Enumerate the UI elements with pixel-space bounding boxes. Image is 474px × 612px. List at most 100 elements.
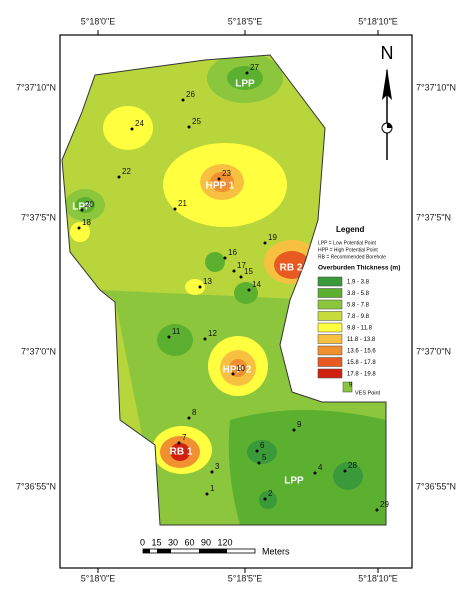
ves-label: 9 xyxy=(297,420,302,429)
lat-label: 7°36'55"N xyxy=(16,481,56,491)
lat-label: 7°37'10"N xyxy=(16,82,56,92)
ves-point xyxy=(181,98,185,102)
ves-point xyxy=(187,125,191,129)
ves-label: 11 xyxy=(172,327,181,336)
ves-point xyxy=(223,256,227,260)
legend-swatch xyxy=(317,299,343,310)
ves-point xyxy=(205,492,209,496)
legend-class: 9.8 - 11.8 xyxy=(347,326,373,332)
zone-label: LPP xyxy=(284,476,304,487)
ves-label: 18 xyxy=(82,218,91,227)
legend-class: 1.9 - 3.8 xyxy=(347,280,370,286)
ves-label: 13 xyxy=(203,277,212,286)
legend-swatch xyxy=(317,322,343,333)
ves-point xyxy=(177,441,181,445)
legend: Legend Overburden Thickness (m) 9 VES Po… xyxy=(317,225,400,396)
lon-label: 5°18'10"E xyxy=(358,16,398,26)
ves-point xyxy=(313,471,317,475)
ves-label: 20 xyxy=(85,200,94,209)
ves-label: 19 xyxy=(268,233,277,242)
ves-point xyxy=(263,241,267,245)
ves-label: 2 xyxy=(268,489,273,498)
legend-class: 7.8 - 9.8 xyxy=(347,314,370,320)
legend-swatch xyxy=(317,334,343,344)
legend-class: 5.8 - 7.8 xyxy=(347,303,370,309)
legend-ves-label: VES Point xyxy=(355,390,381,396)
ves-label: 17 xyxy=(237,261,246,270)
ves-label: 12 xyxy=(208,329,217,338)
ves-point xyxy=(255,449,259,453)
ves-point xyxy=(292,428,296,432)
ves-label: 1 xyxy=(210,484,215,493)
lon-label: 5°18'0"E xyxy=(81,573,116,583)
legend-note: LPP = Low Potential Point xyxy=(318,240,376,246)
legend-swatch xyxy=(317,368,343,379)
legend-class: 3.8 - 5.8 xyxy=(347,291,370,297)
ves-label: 7 xyxy=(182,433,187,442)
lon-label: 5°18'5"E xyxy=(228,16,263,26)
ves-point xyxy=(80,208,84,212)
ves-label: 26 xyxy=(186,90,195,99)
ves-point xyxy=(198,285,202,289)
ves-point xyxy=(263,497,267,501)
zone-label: RB 2 xyxy=(280,263,303,274)
scale-bar: 0 15 30 60 90 120 Meters xyxy=(140,537,290,556)
ves-point xyxy=(203,337,207,341)
zone-label: RB 1 xyxy=(170,447,193,458)
ves-point xyxy=(245,71,249,75)
study-boundary xyxy=(61,54,387,526)
ves-label: 8 xyxy=(192,408,197,417)
ves-label: 5 xyxy=(262,453,267,462)
ves-label: 29 xyxy=(380,500,389,509)
legend-swatch xyxy=(317,288,343,298)
ves-point xyxy=(117,175,121,179)
ves-point xyxy=(231,372,235,376)
ves-label: 15 xyxy=(244,267,253,276)
ves-point xyxy=(130,127,134,131)
legend-class: 11.8 - 13.8 xyxy=(347,337,376,343)
ves-label: 24 xyxy=(135,119,144,128)
scale-unit: Meters xyxy=(262,546,290,556)
legend-note: RB = Recommended Borehole xyxy=(318,254,386,260)
legend-thickness-title: Overburden Thickness (m) xyxy=(318,265,400,272)
ves-label: 3 xyxy=(215,462,220,471)
lon-label: 5°18'0"E xyxy=(81,16,116,26)
legend-swatch xyxy=(317,276,343,287)
ves-point xyxy=(77,226,81,230)
zone-label: HPP 1 xyxy=(206,181,235,192)
ves-label: 22 xyxy=(122,167,131,176)
ves-label: 14 xyxy=(252,280,261,289)
lat-label: 7°37'10"N xyxy=(416,82,456,92)
ves-point xyxy=(232,269,236,273)
lon-label: 5°18'5"E xyxy=(228,573,263,583)
legend-ves-number: 9 xyxy=(349,383,353,389)
zone-label: HPP 2 xyxy=(223,365,252,376)
lat-label: 7°37'5"N xyxy=(416,212,451,222)
north-arrow: N xyxy=(381,43,394,160)
ves-point xyxy=(173,207,177,211)
legend-ves-symbol xyxy=(342,381,353,393)
ves-point xyxy=(239,275,243,279)
lat-label: 7°37'0"N xyxy=(416,346,451,356)
ves-point xyxy=(210,470,214,474)
ves-point xyxy=(167,335,171,339)
ves-label: 16 xyxy=(228,248,237,257)
zone-label: LPP xyxy=(72,202,92,213)
ves-label: 25 xyxy=(192,117,201,126)
zone-label: LPP xyxy=(235,79,255,90)
legend-swatch xyxy=(317,345,343,356)
ves-label: 6 xyxy=(260,441,265,450)
legend-swatch xyxy=(317,311,343,321)
ves-label: 4 xyxy=(318,463,323,472)
scale-ticks: 0 15 30 60 90 120 xyxy=(140,537,233,547)
legend-class: 17.8 - 19.8 xyxy=(347,372,376,378)
legend-title: Legend xyxy=(336,225,365,234)
legend-swatch xyxy=(317,357,343,367)
legend-note: HPP = High Potential Point xyxy=(318,247,378,253)
ves-point xyxy=(343,469,347,473)
ves-point xyxy=(257,461,261,465)
north-label: N xyxy=(381,43,394,63)
lon-label: 5°18'10"E xyxy=(358,573,398,583)
ves-point xyxy=(375,508,379,512)
